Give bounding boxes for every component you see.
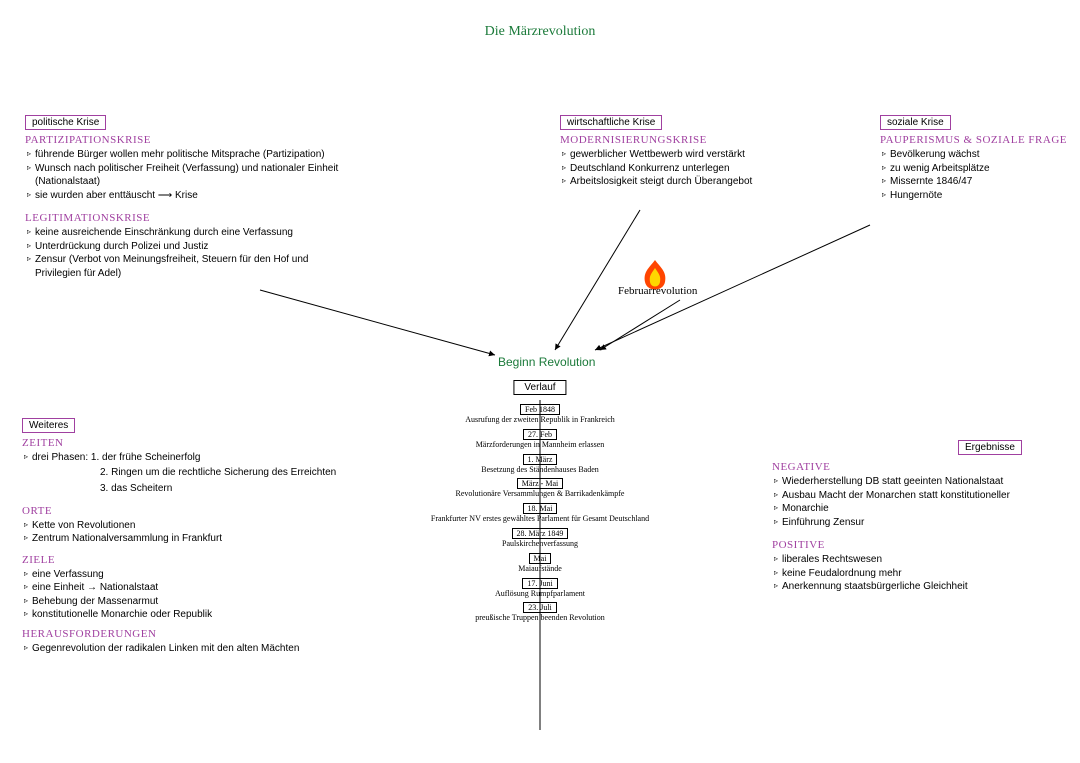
bullet: konstitutionelle Monarchie oder Republik — [24, 608, 362, 622]
bullet: Zensur (Verbot von Meinungsfreiheit, Ste… — [27, 253, 355, 280]
timeline-text: Besetzung des Ständenhauses Baden — [360, 466, 720, 475]
bullet: sie wurden aber enttäuscht ⟶ Krise — [27, 189, 355, 203]
bullet: Behebung der Massenarmut — [24, 595, 362, 609]
list-orte: Kette von Revolutionen Zentrum Nationalv… — [22, 519, 362, 546]
list-legitimationskrise: keine ausreichende Einschränkung durch e… — [25, 226, 355, 280]
bullet: führende Bürger wollen mehr politische M… — [27, 148, 355, 162]
label-wirtschaftliche-krise: wirtschaftliche Krise — [560, 115, 662, 130]
heading-positive: Positive — [772, 539, 1062, 551]
timeline-text: Maiaufstände — [360, 565, 720, 574]
zeiten-line: 2. Ringen um die rechtliche Sicherung de… — [100, 465, 362, 481]
timeline-date: Feb 1848 — [520, 404, 560, 415]
bullet: Anerkennung staatsbürgerliche Gleichheit — [774, 580, 1062, 594]
heading-pauperismus: Pauperismus & Soziale Frage — [880, 134, 1070, 146]
arrow-line — [600, 300, 680, 350]
list-herausforderungen: Gegenrevolution der radikalen Linken mit… — [22, 642, 362, 656]
bullet: Unterdrückung durch Polizei und Justiz — [27, 240, 355, 254]
beginn-revolution-label: Beginn Revolution — [498, 355, 595, 369]
bullet: Kette von Revolutionen — [24, 519, 362, 533]
bullet: Arbeitslosigkeit steigt durch Überangebo… — [562, 175, 820, 189]
timeline-date: 23. Juli — [523, 602, 557, 613]
bullet: Hungernöte — [882, 189, 1070, 203]
list-positive: liberales Rechtswesen keine Feudalordnun… — [772, 553, 1062, 594]
politische-krise-block: politische Krise Partizipationskrise füh… — [25, 115, 355, 280]
arrow-line — [260, 290, 495, 355]
arrow-line — [555, 210, 640, 350]
list-soziale: Bevölkerung wächst zu wenig Arbeitsplätz… — [880, 148, 1070, 202]
heading-ziele: Ziele — [22, 554, 362, 566]
timeline-date: 17. Juni — [522, 578, 557, 589]
bullet: zu wenig Arbeitsplätze — [882, 162, 1070, 176]
bullet: Ausbau Macht der Monarchen statt konstit… — [774, 489, 1062, 503]
timeline-date: 27. Feb — [523, 429, 557, 440]
heading-negative: Negative — [772, 461, 1062, 473]
list-zeiten: drei Phasen: 1. der frühe Scheinerfolg — [22, 451, 362, 465]
timeline-text: Revolutionäre Versammlungen & Barrikaden… — [360, 490, 720, 499]
bullet: eine Einheit → Nationalstaat — [24, 581, 362, 595]
timeline-text: Auflösung Rumpfparlament — [360, 590, 720, 599]
timeline-text: Ausrufung der zweiten Republik in Frankr… — [360, 416, 720, 425]
soziale-krise-block: soziale Krise Pauperismus & Soziale Frag… — [880, 115, 1070, 202]
bullet: liberales Rechtswesen — [774, 553, 1062, 567]
page-title: Die Märzrevolution — [485, 24, 596, 40]
februarrevolution-label: Februarrevolution — [618, 285, 697, 297]
zeiten-line: 3. das Scheitern — [100, 481, 362, 497]
bullet: Bevölkerung wächst — [882, 148, 1070, 162]
list-negative: Wiederherstellung DB statt geeinten Nati… — [772, 475, 1062, 529]
wirtschaftliche-krise-block: wirtschaftliche Krise Modernisierungskri… — [560, 115, 820, 189]
heading-orte: Orte — [22, 505, 362, 517]
verlauf-label: Verlauf — [513, 380, 566, 395]
heading-herausforderungen: Herausforderungen — [22, 628, 362, 640]
bullet: Wunsch nach politischer Freiheit (Verfas… — [27, 162, 355, 189]
weiteres-block: Weiteres Zeiten drei Phasen: 1. der früh… — [22, 418, 362, 655]
label-weiteres: Weiteres — [22, 418, 75, 433]
timeline-text: Märzforderungen in Mannheim erlassen — [360, 441, 720, 450]
list-modernisierungskrise: gewerblicher Wettbewerb wird verstärkt D… — [560, 148, 820, 189]
timeline-text: Paulskirchenverfassung — [360, 540, 720, 549]
bullet: keine Feudalordnung mehr — [774, 567, 1062, 581]
bullet: Monarchie — [774, 502, 1062, 516]
timeline-date: 18. Mai — [523, 503, 558, 514]
bullet: keine ausreichende Einschränkung durch e… — [27, 226, 355, 240]
bullet: Wiederherstellung DB statt geeinten Nati… — [774, 475, 1062, 489]
list-partizipationskrise: führende Bürger wollen mehr politische M… — [25, 148, 355, 202]
timeline-text: Frankfurter NV erstes gewähltes Parlamen… — [360, 515, 720, 524]
bullet: Deutschland Konkurrenz unterlegen — [562, 162, 820, 176]
heading-zeiten: Zeiten — [22, 437, 362, 449]
bullet: Missernte 1846/47 — [882, 175, 1070, 189]
label-politische-krise: politische Krise — [25, 115, 106, 130]
label-ergebnisse: Ergebnisse — [958, 440, 1022, 455]
heading-legitimationskrise: Legitimationskrise — [25, 212, 355, 224]
bullet: Einführung Zensur — [774, 516, 1062, 530]
timeline-date: 28. März 1849 — [512, 528, 569, 539]
heading-partizipationskrise: Partizipationskrise — [25, 134, 355, 146]
ergebnisse-block: Ergebnisse Negative Wiederherstellung DB… — [772, 440, 1062, 594]
timeline-date: 1. März — [523, 454, 558, 465]
timeline: Feb 1848 Ausrufung der zweiten Republik … — [360, 400, 720, 623]
label-soziale-krise: soziale Krise — [880, 115, 951, 130]
timeline-date: März - Mai — [517, 478, 563, 489]
timeline-text: preußische Truppen beenden Revolution — [360, 614, 720, 623]
list-ziele: eine Verfassung eine Einheit → Nationals… — [22, 568, 362, 622]
bullet: eine Verfassung — [24, 568, 362, 582]
bullet: Gegenrevolution der radikalen Linken mit… — [24, 642, 362, 656]
bullet: Zentrum Nationalversammlung in Frankfurt — [24, 532, 362, 546]
bullet: gewerblicher Wettbewerb wird verstärkt — [562, 148, 820, 162]
heading-modernisierungskrise: Modernisierungskrise — [560, 134, 820, 146]
bullet: drei Phasen: 1. der frühe Scheinerfolg — [24, 451, 362, 465]
timeline-date: Mai — [529, 553, 552, 564]
